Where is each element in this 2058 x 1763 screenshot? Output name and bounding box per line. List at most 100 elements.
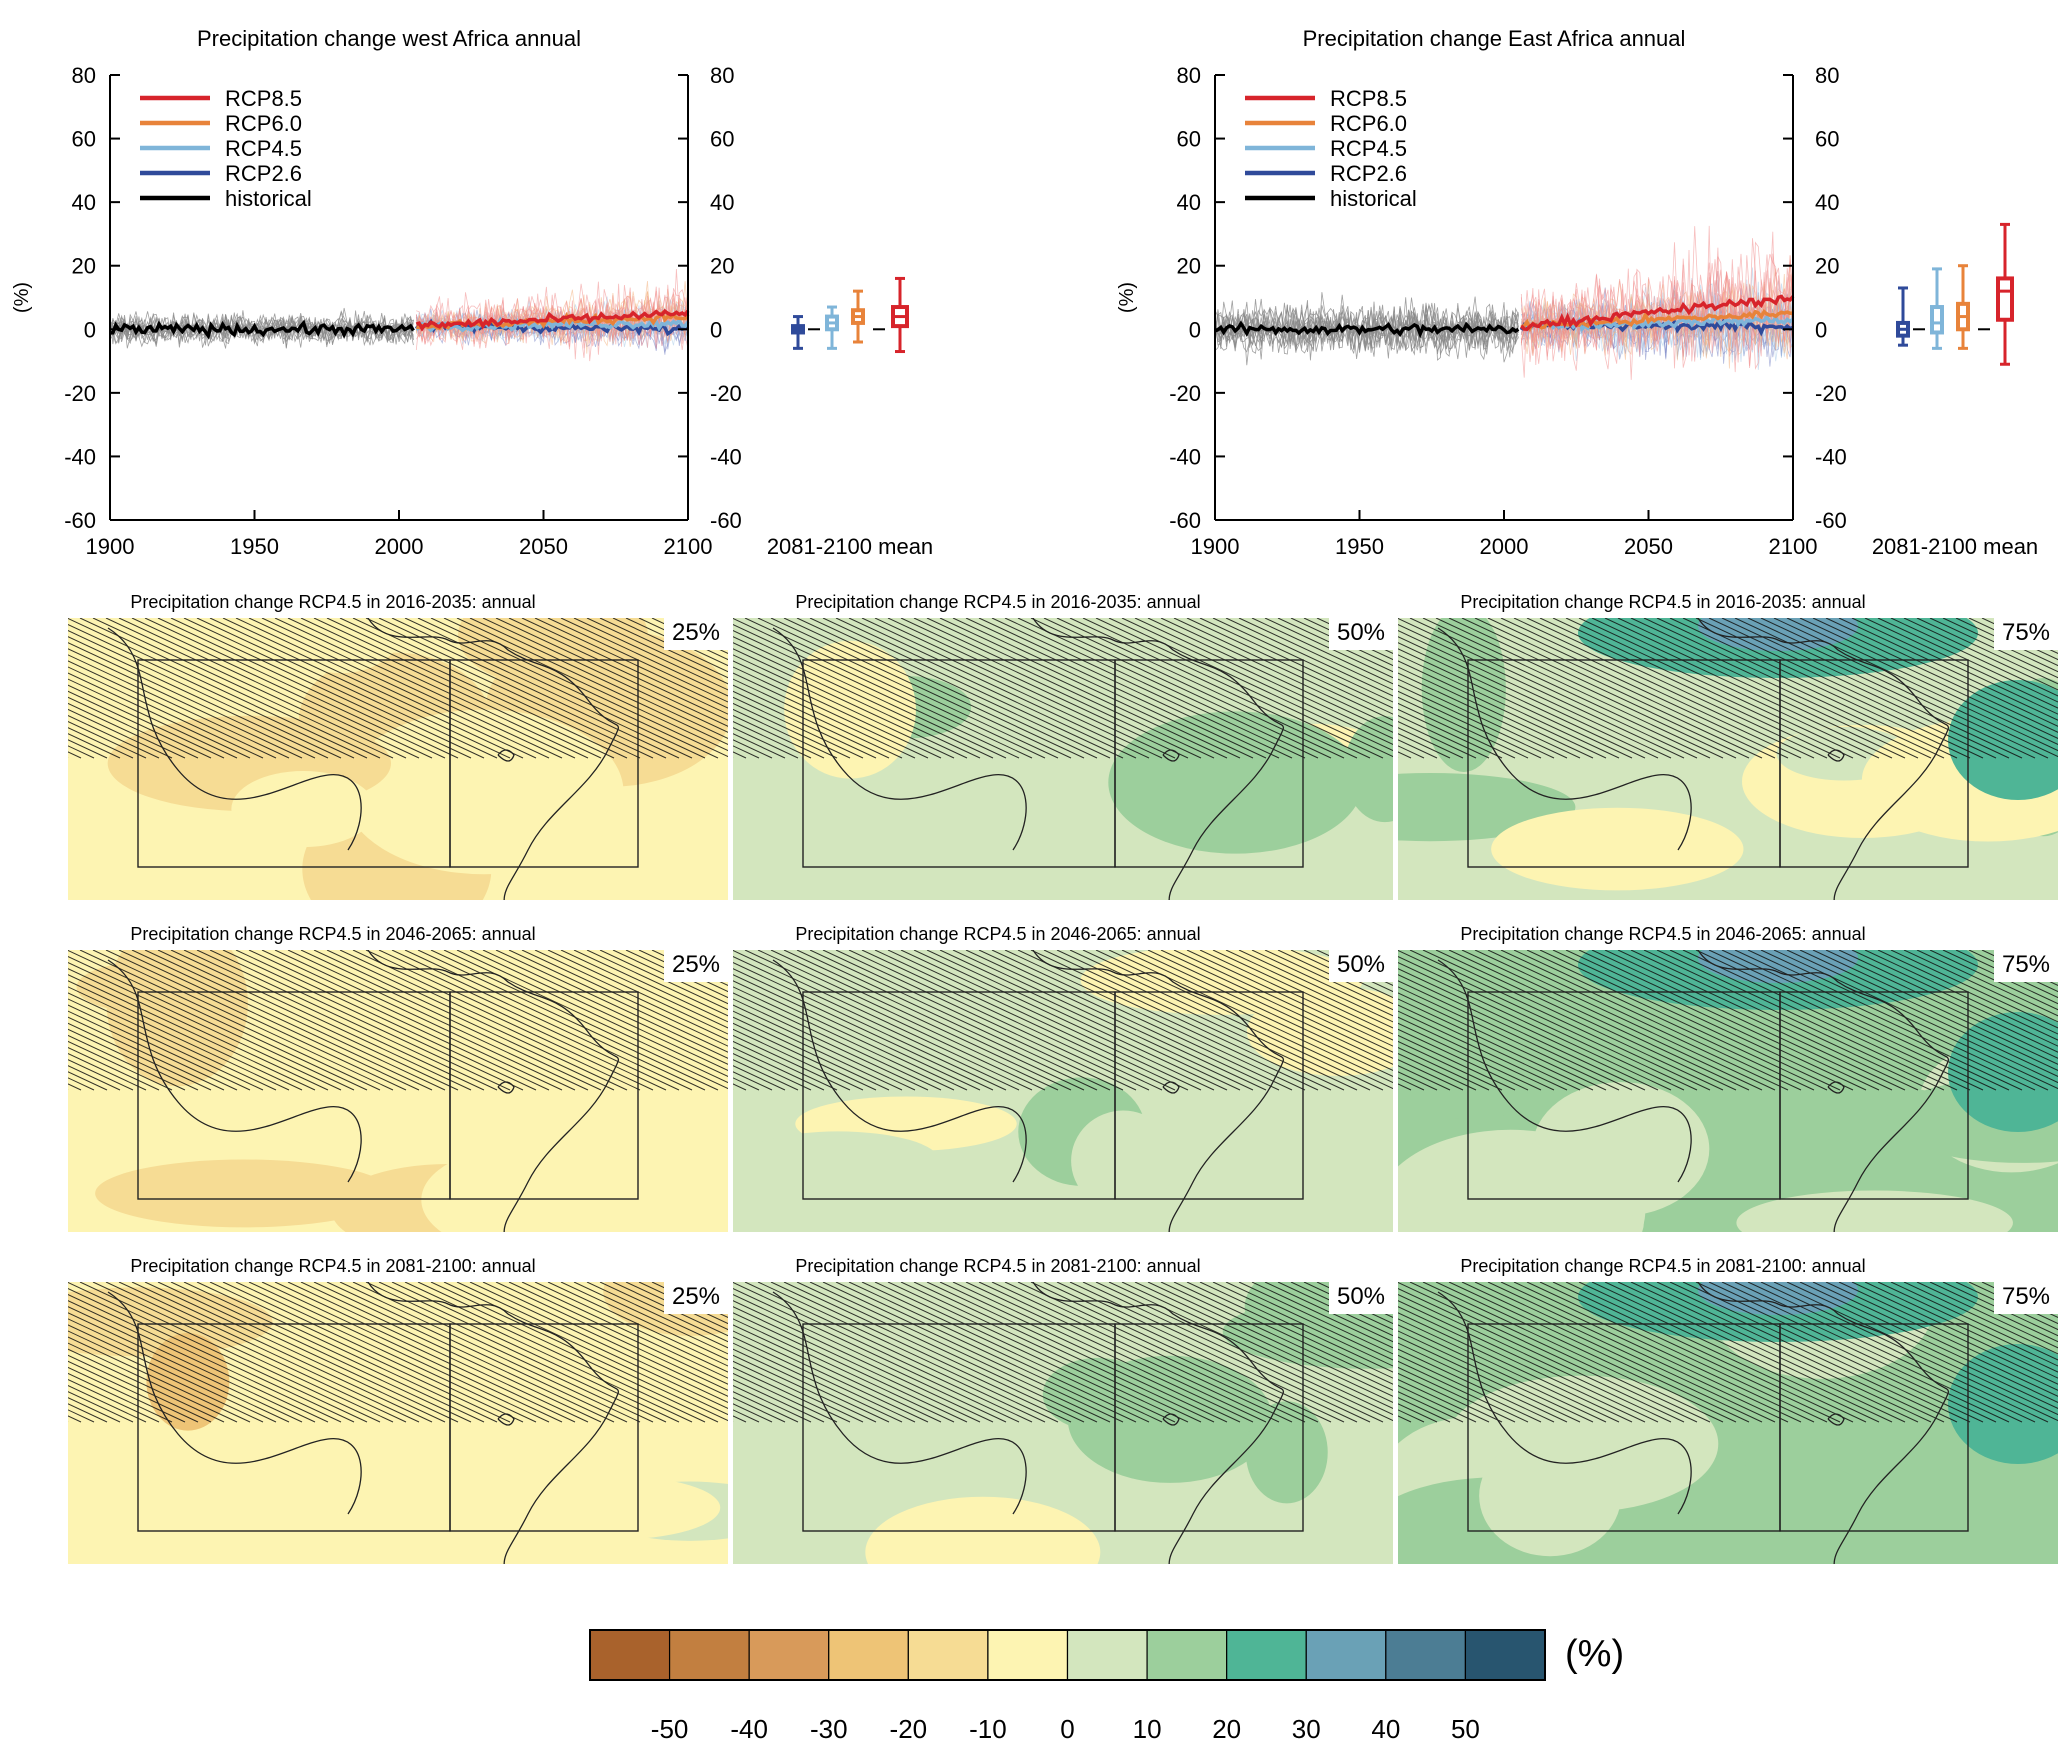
hatch-line	[68, 1282, 368, 1423]
hatch-line	[1056, 950, 1358, 1091]
hatch-line	[1398, 672, 1581, 759]
hatch-line	[1747, 1282, 2049, 1423]
hatch-line	[1398, 1360, 1529, 1423]
map-field	[733, 618, 1393, 900]
hatch-line	[1398, 642, 1646, 759]
hatch-line	[1513, 1282, 1815, 1423]
mean-lines	[109, 308, 690, 340]
hatch-line	[68, 636, 329, 759]
hatch-line	[68, 690, 212, 759]
chart-title: Precipitation change west Africa annual	[197, 26, 581, 51]
hatch-line	[1539, 1282, 1841, 1423]
hatch-line	[1398, 714, 1490, 759]
hatch-line	[1422, 1282, 1724, 1423]
hatch-line	[131, 618, 433, 759]
hatch-line	[1398, 1028, 1529, 1091]
hatch-line	[1877, 1282, 2058, 1367]
hatch-line	[733, 623, 1020, 759]
legend-label: RCP4.5	[225, 136, 302, 161]
hatch-line	[952, 618, 1254, 759]
hatch-line	[1916, 950, 2058, 1017]
hatch-line	[887, 1282, 1189, 1423]
map-svg	[68, 950, 728, 1232]
map-anomaly	[95, 1159, 394, 1228]
hatch-line	[835, 618, 1137, 759]
hatch-line	[733, 1004, 916, 1091]
hatch-line	[68, 1010, 238, 1091]
hatch-line	[300, 1282, 602, 1423]
hatch-line	[79, 1282, 381, 1423]
hatch-line	[733, 1342, 903, 1423]
hatch-line	[68, 623, 355, 759]
colorbar-swatch	[1146, 1629, 1228, 1681]
hatch-line	[1643, 950, 1945, 1091]
y-tick-label-right: 40	[1815, 190, 1839, 215]
y-tick-label-right: -60	[1815, 508, 1847, 533]
colorbar-tick-label: -20	[890, 1714, 928, 1744]
hatch-line	[68, 1391, 134, 1423]
map-coastline	[772, 618, 1285, 900]
hatch-line	[79, 950, 381, 1091]
hatch-line	[521, 618, 728, 715]
hatch-line	[887, 950, 1189, 1091]
hatch-line	[1825, 950, 2058, 1059]
hatch-line	[68, 1342, 238, 1423]
y-tick-label-left: 80	[1177, 63, 1201, 88]
y-tick-label-right: 80	[1815, 63, 1839, 88]
map-percentile-label: 75%	[1994, 616, 2058, 650]
hatch-line	[68, 733, 121, 759]
hatch-line	[287, 618, 589, 759]
hatch-line	[1513, 618, 1815, 759]
hatch-line	[417, 950, 719, 1091]
hatch-line	[733, 1360, 864, 1423]
y-tick-label-right: -60	[710, 508, 742, 533]
hatch-line	[1398, 733, 1451, 759]
hatch-line	[733, 648, 968, 759]
hatch-line	[1398, 1016, 1555, 1091]
y-tick-label-left: 80	[72, 63, 96, 88]
hatch-line	[1838, 950, 2058, 1053]
hatch-line	[261, 1282, 563, 1423]
colorbar-tick-label: -50	[651, 1714, 689, 1744]
hatch-line	[1043, 950, 1345, 1091]
hatch-line	[1043, 618, 1345, 759]
map-svg	[1398, 1282, 2058, 1564]
hatch-line	[1916, 1282, 2058, 1349]
legend-label: RCP2.6	[225, 161, 302, 186]
hatch-line	[534, 618, 728, 709]
hatch-line	[733, 1016, 890, 1091]
map-coastline	[107, 618, 620, 900]
hatch-line	[1799, 618, 2058, 739]
hatch-line	[978, 950, 1280, 1091]
hatch-line	[352, 618, 654, 759]
mean-lines	[1214, 294, 1795, 339]
hatch-line	[1238, 950, 1393, 1023]
hatch-line	[1435, 950, 1737, 1091]
hatch-line	[1225, 1282, 1393, 1361]
hatch-line	[733, 714, 825, 759]
hatch-line	[599, 1282, 728, 1343]
hatch-line	[1734, 618, 2036, 759]
y-tick-label-right: -20	[1815, 381, 1847, 406]
map-svg	[733, 618, 1393, 900]
hatch-line	[378, 950, 680, 1091]
hatch-line	[404, 1282, 706, 1423]
hatch-line	[68, 1046, 160, 1091]
hatch-line	[926, 1282, 1228, 1423]
hatch-line	[1277, 950, 1393, 1005]
hatch-line	[469, 618, 728, 739]
map-east-anomaly	[1948, 1344, 2058, 1464]
hatch-line	[1398, 1397, 1451, 1423]
historical-member-line	[1214, 294, 1519, 361]
hatch-line	[1630, 950, 1932, 1091]
hatch-line	[1409, 618, 1711, 759]
hatch-line	[68, 678, 238, 759]
hatch-line	[1398, 1065, 1451, 1091]
hatch-line	[1398, 1053, 1477, 1091]
hatch-line	[1864, 1282, 2058, 1373]
hatch-line	[326, 1282, 628, 1423]
hatch-line	[733, 1046, 825, 1091]
hatch-line	[796, 1282, 1098, 1423]
hatch-line	[352, 1282, 654, 1423]
hatch-line	[1604, 618, 1906, 759]
